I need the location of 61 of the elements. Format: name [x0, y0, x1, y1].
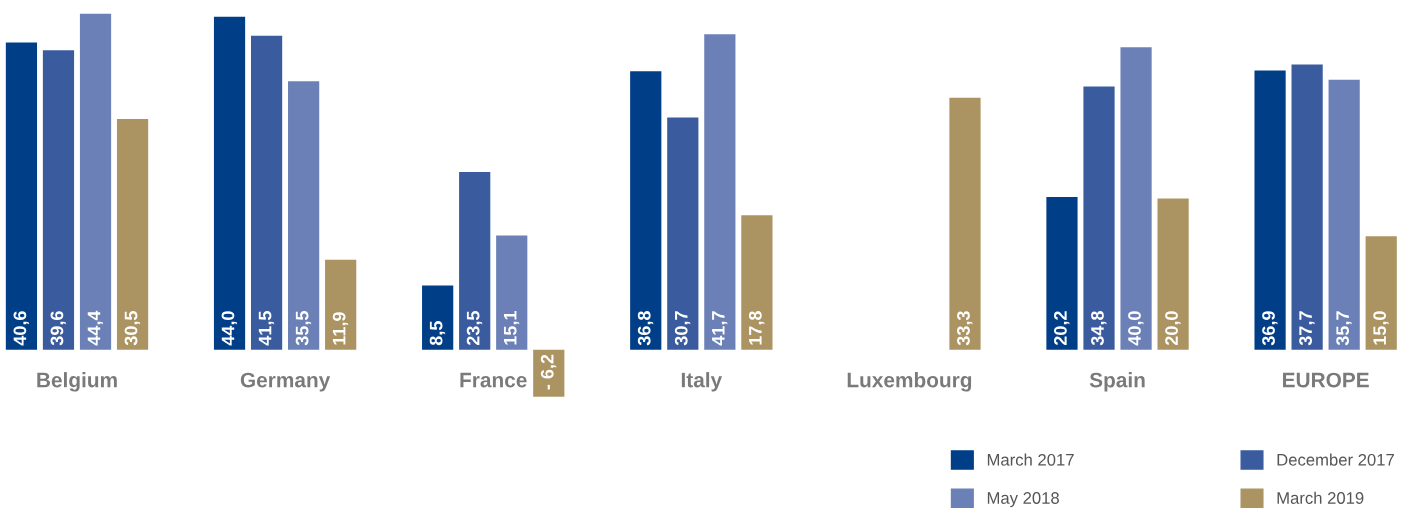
data-label: 15,0: [1373, 311, 1389, 345]
bar: [1120, 47, 1152, 350]
data-label: 44,0: [221, 311, 238, 346]
bar: [1328, 79, 1360, 350]
data-label: 15,1: [503, 311, 520, 345]
data-label: 17,8: [748, 311, 765, 345]
legend-label: March 2019: [1277, 491, 1364, 504]
data-label: 30,5: [124, 311, 141, 346]
bar: [422, 285, 454, 350]
bar: [533, 349, 565, 397]
bar: [42, 50, 75, 350]
data-label: 41,5: [258, 311, 275, 346]
bar: [1254, 70, 1286, 350]
data-label: 35,5: [295, 311, 312, 346]
data-label: 30,7: [674, 311, 691, 346]
x-tick-label: Italy: [681, 372, 723, 392]
x-tick-label: Belgium: [37, 372, 117, 392]
bar: [1157, 198, 1189, 350]
data-label: 8,5: [429, 321, 446, 346]
data-label: 37,7: [1299, 311, 1315, 346]
bar: [1046, 196, 1078, 350]
bar: [1083, 86, 1115, 350]
data-label: 39,6: [50, 311, 66, 346]
data-label: 41,7: [712, 311, 728, 346]
bar: [1291, 64, 1323, 350]
data-label: 36,8: [637, 311, 654, 346]
bar: [667, 117, 699, 350]
bar: [250, 35, 283, 350]
data-label: 33,3: [957, 311, 973, 346]
data-label: 35,7: [1336, 311, 1352, 346]
data-label: 11,9: [332, 312, 349, 345]
bar: [288, 81, 320, 350]
x-tick-label: Germany: [240, 372, 331, 392]
bar: [79, 13, 112, 350]
data-label: 44,4: [87, 310, 103, 346]
bar: [1365, 236, 1397, 350]
bar: [116, 119, 149, 350]
bar: [325, 259, 357, 350]
data-label: 40,0: [1128, 311, 1144, 346]
bar: [459, 172, 491, 350]
bar: [213, 16, 246, 350]
bar: [5, 42, 38, 350]
data-label: 20,0: [1165, 311, 1181, 346]
bar: [949, 97, 981, 350]
data-label: 40,6: [13, 311, 29, 346]
bar: [630, 71, 662, 350]
bar: [741, 215, 773, 350]
legend-label: December 2017: [1277, 453, 1394, 466]
x-tick-label: EUROPE: [1283, 372, 1369, 388]
bar: [496, 235, 528, 350]
data-label: 36,9: [1262, 311, 1278, 346]
x-tick-label: Spain: [1089, 372, 1145, 392]
data-label: 20,2: [1054, 311, 1070, 346]
legend-label: May 2018: [987, 492, 1059, 508]
bar: [704, 34, 736, 350]
x-tick-label: France: [460, 372, 527, 388]
data-label: 23,5: [466, 311, 483, 346]
data-label: - 6,2: [540, 354, 557, 390]
x-tick-label: Luxembourg: [847, 372, 972, 392]
data-label: 34,8: [1091, 311, 1107, 346]
legend-label: March 2017: [987, 453, 1074, 466]
